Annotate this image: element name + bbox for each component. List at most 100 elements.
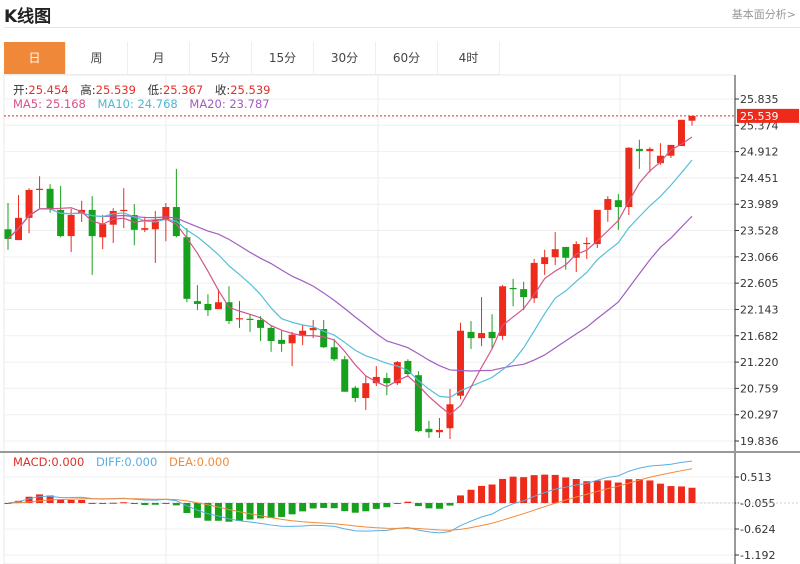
- candle-body: [162, 207, 170, 221]
- candle-body: [372, 376, 380, 384]
- candle-body: [478, 333, 486, 339]
- candle-body: [583, 242, 591, 245]
- macd-bar: [604, 480, 612, 503]
- price-tick-label: 23.528: [740, 225, 779, 238]
- candle: [183, 228, 191, 303]
- macd-bar: [278, 502, 286, 517]
- candle-body: [36, 188, 44, 190]
- candle: [509, 278, 517, 307]
- candle: [435, 417, 443, 438]
- chart-frame: [3, 74, 736, 564]
- candle-body: [604, 199, 612, 210]
- candle: [604, 196, 612, 222]
- candle: [541, 249, 549, 275]
- candle-body: [551, 249, 559, 258]
- candle-body: [425, 428, 433, 433]
- candle: [67, 208, 75, 253]
- candle: [57, 185, 65, 238]
- tab-day[interactable]: 日: [4, 42, 66, 74]
- macd-tick-label: -1.192: [740, 549, 775, 562]
- macd-bar: [183, 502, 191, 513]
- macd-bar: [383, 502, 391, 508]
- candle-body: [499, 286, 507, 336]
- divider: [4, 27, 800, 28]
- macd-bar: [572, 478, 580, 503]
- tab-30min[interactable]: 30分: [314, 42, 376, 74]
- macd-bar: [583, 481, 591, 503]
- candle-body: [677, 119, 685, 147]
- macd-bar: [99, 502, 107, 504]
- candle-body: [25, 189, 33, 218]
- macd-bar: [214, 502, 222, 521]
- candle-body: [267, 327, 275, 342]
- candle-body: [299, 330, 307, 336]
- candle: [151, 211, 159, 263]
- price-tick-label: 22.143: [740, 303, 779, 316]
- period-tabs: 日 周 月 5分 15分 30分 60分 4时: [4, 42, 500, 75]
- candle-body: [278, 339, 286, 344]
- candle: [193, 285, 201, 311]
- macd-bar: [404, 501, 412, 503]
- candle: [667, 144, 675, 159]
- candle: [246, 314, 254, 332]
- dea-label: DEA:0.000: [168, 455, 230, 469]
- tab-15min[interactable]: 15分: [252, 42, 314, 74]
- tab-5min[interactable]: 5分: [190, 42, 252, 74]
- candle-body: [246, 318, 254, 320]
- candle: [625, 147, 633, 216]
- candle-body: [593, 209, 601, 245]
- tab-week[interactable]: 周: [66, 42, 128, 74]
- macd-bar: [414, 502, 422, 507]
- open-label: 开:: [13, 83, 29, 97]
- candle-body: [330, 347, 338, 360]
- candle-body: [57, 209, 65, 237]
- candle-body: [225, 302, 233, 322]
- macd-bar: [509, 476, 517, 503]
- fundamental-analysis-link[interactable]: 基本面分析>: [731, 8, 796, 21]
- candle-body: [562, 246, 570, 258]
- tab-month[interactable]: 月: [128, 42, 190, 74]
- candle: [520, 281, 528, 311]
- macd-bar: [435, 502, 443, 509]
- candle-body: [320, 329, 328, 348]
- candle: [425, 420, 433, 438]
- candle-body: [120, 209, 128, 212]
- ma5-line: [7, 136, 693, 416]
- candle: [162, 203, 170, 242]
- candle: [551, 232, 559, 266]
- candle: [562, 246, 570, 270]
- macd-tick-label: -0.624: [740, 523, 775, 536]
- candle-body: [404, 360, 412, 375]
- candle-body: [46, 188, 54, 209]
- candle-body: [446, 404, 454, 429]
- price-tick-label: 23.989: [740, 198, 779, 211]
- close-label: 收:: [214, 83, 231, 97]
- close-value: 25.539: [230, 83, 271, 97]
- macd-bar: [467, 489, 475, 503]
- macd-bar: [646, 480, 654, 503]
- macd-bar: [425, 502, 433, 509]
- candle: [141, 216, 149, 233]
- tab-4h[interactable]: 4时: [438, 42, 500, 74]
- candle: [278, 330, 286, 352]
- macd-bar: [57, 499, 65, 503]
- candle: [677, 119, 685, 147]
- tab-60min[interactable]: 60分: [376, 42, 438, 74]
- candle: [583, 237, 591, 259]
- macd-bar: [562, 477, 570, 503]
- price-tick-label: 25.835: [740, 93, 779, 106]
- candle: [404, 359, 412, 377]
- candle-body: [362, 383, 370, 399]
- macd-bar: [488, 484, 496, 503]
- candle-body: [236, 318, 244, 320]
- candle: [383, 372, 391, 396]
- current-price-badge: [737, 108, 799, 123]
- candle-body: [456, 330, 464, 396]
- candle: [646, 147, 654, 173]
- macd-label: MACD:0.000: [13, 455, 85, 469]
- candle: [456, 322, 464, 400]
- macd-bar: [309, 502, 317, 509]
- ma-readout: MA5: 25.168 MA10: 24.768 MA20: 23.787: [13, 97, 278, 111]
- candle-body: [288, 334, 296, 344]
